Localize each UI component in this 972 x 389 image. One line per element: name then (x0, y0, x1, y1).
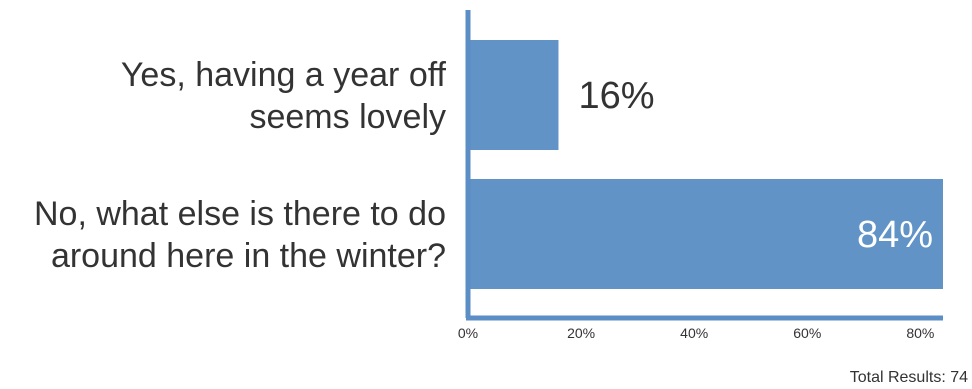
value-label-1: 16% (578, 75, 654, 117)
value-label-2: 84% (857, 214, 933, 256)
value-labels-group: 16% 84% (578, 75, 933, 256)
total-results-text: Total Results: 74 (849, 369, 968, 386)
bar-1 (468, 40, 559, 150)
x-tick-label-0: 0% (458, 325, 478, 341)
bar-2 (468, 179, 943, 289)
x-tick-label-20: 20% (567, 325, 595, 341)
bars-group (468, 40, 943, 289)
x-tick-label-60: 60% (793, 325, 821, 341)
category-label-2-line-1: No, what else is there to do (34, 195, 446, 233)
category-label-1-line-2: seems lovely (249, 98, 446, 136)
x-tick-label-40: 40% (680, 325, 708, 341)
axes-group (465, 10, 943, 321)
category-label-1-line-1: Yes, having a year off (121, 56, 447, 94)
category-labels-group: Yes, having a year off seems lovely No, wh… (34, 56, 447, 275)
x-tick-label-80: 80% (906, 325, 934, 341)
category-label-2-line-2: around here in the winter? (51, 237, 446, 275)
ticks-group: 0% 20% 40% 60% 80% (458, 325, 935, 341)
